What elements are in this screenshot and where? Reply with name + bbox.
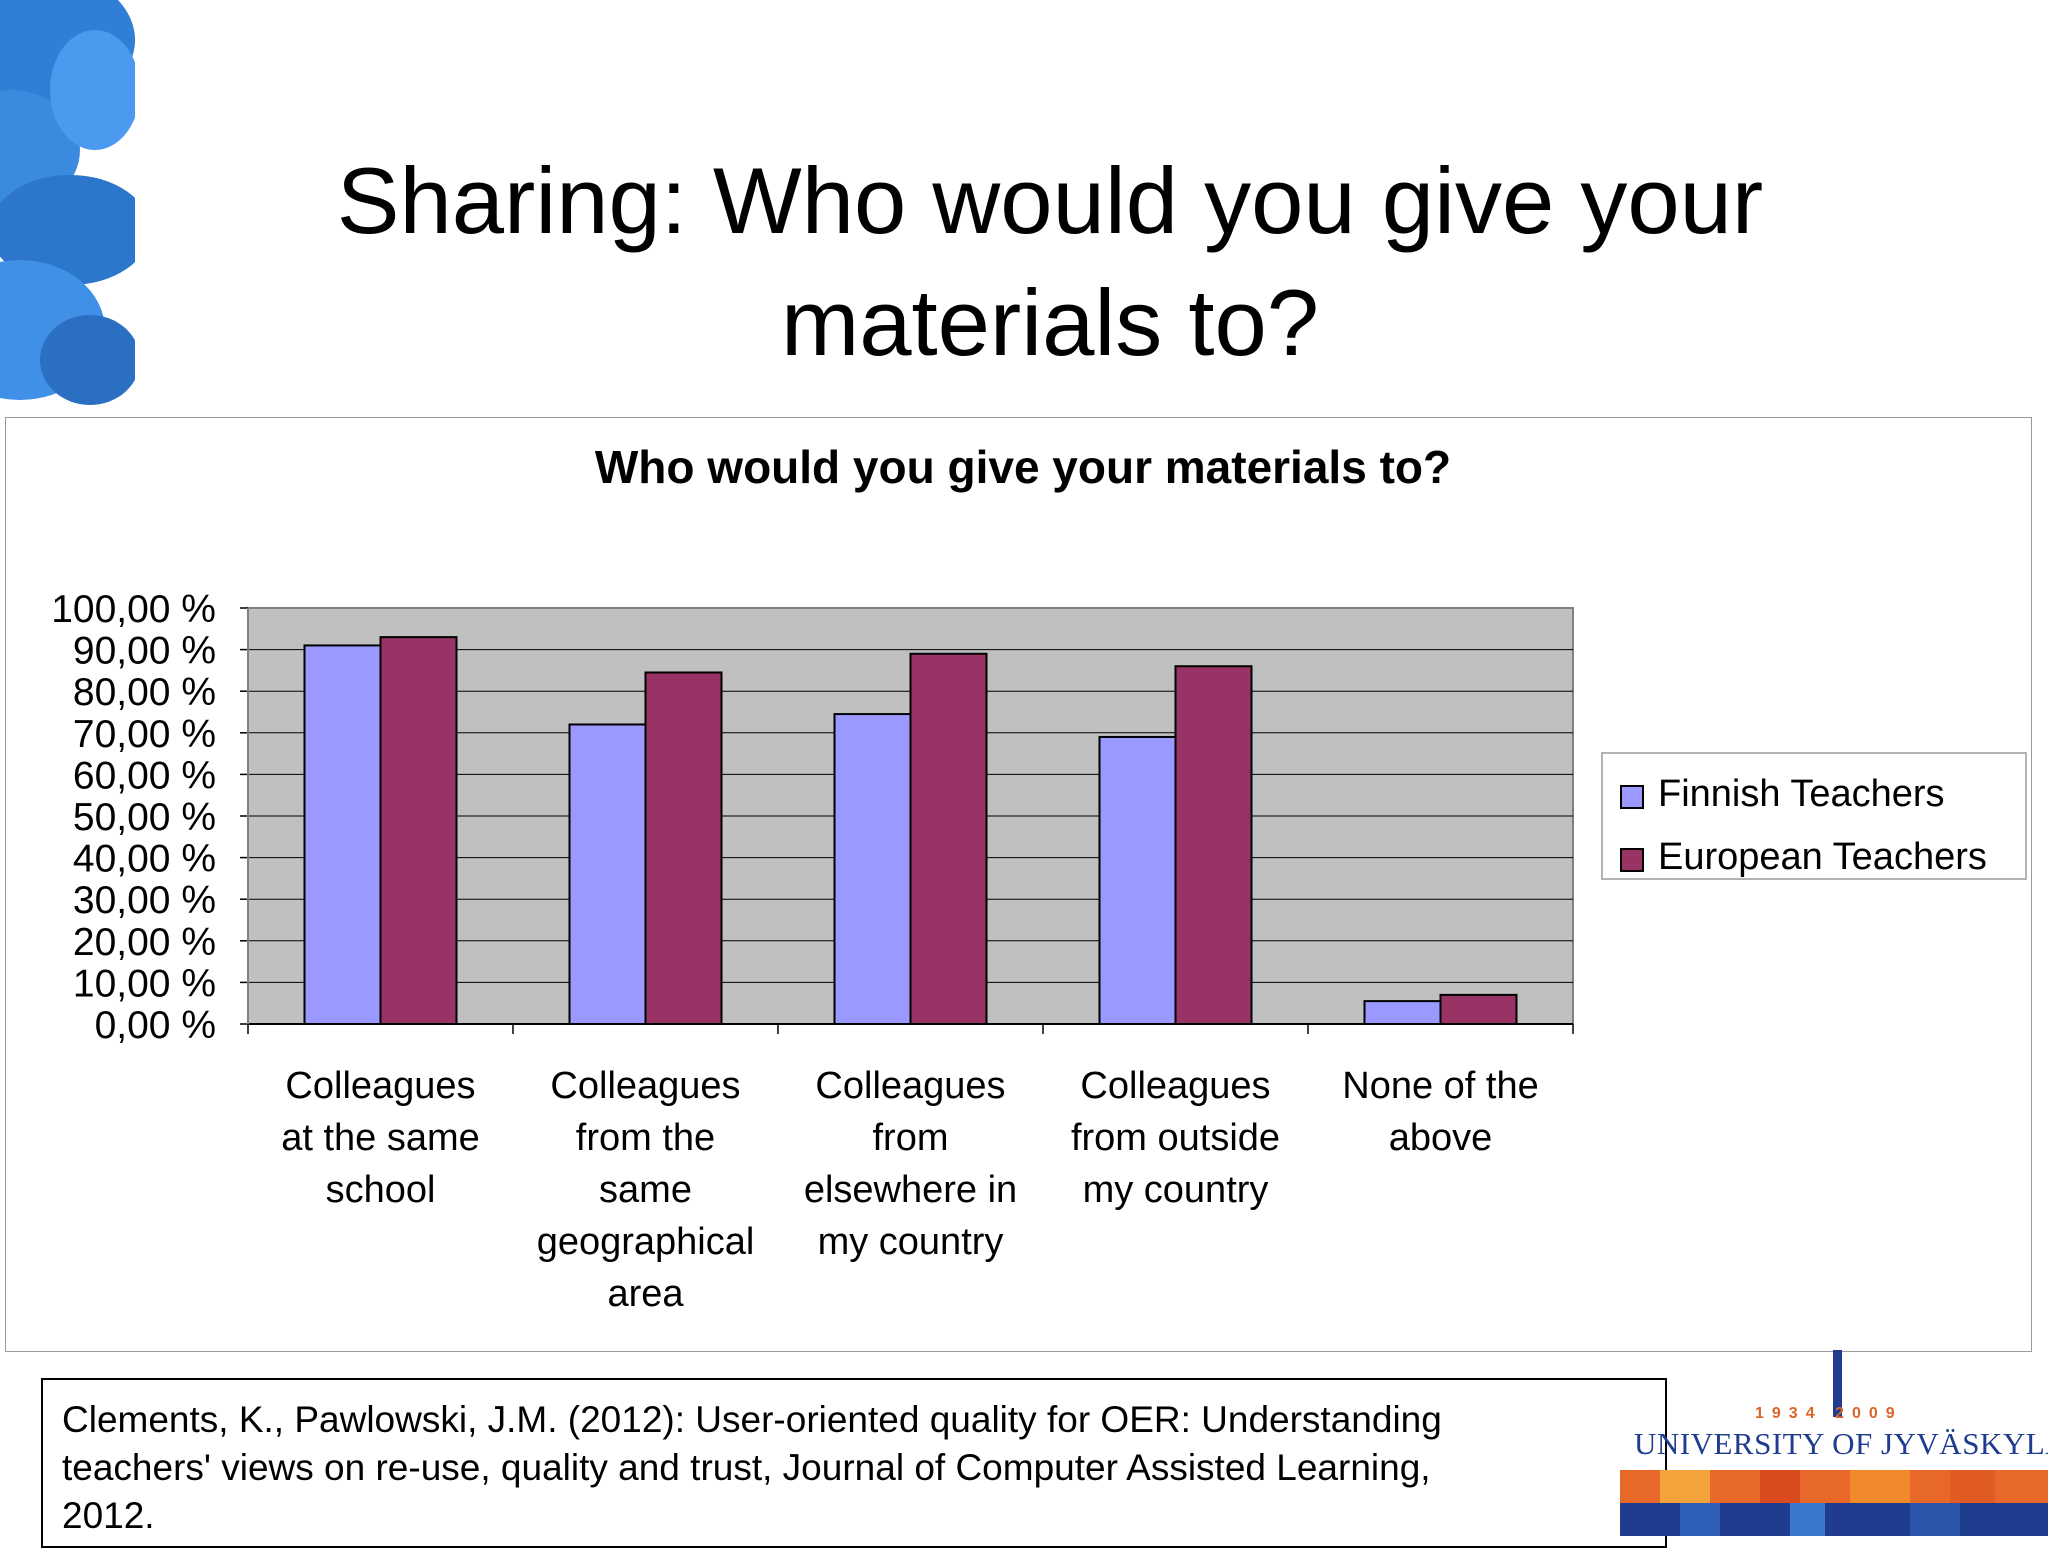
chart-title: Who would you give your materials to? xyxy=(595,441,1451,493)
bar-european xyxy=(1439,993,1518,1026)
x-category-label: Colleagues from outside my country xyxy=(1071,1065,1280,1211)
y-tick-label: 80,00 % xyxy=(73,671,216,714)
legend-swatch xyxy=(1620,785,1644,809)
bar-european xyxy=(379,636,458,1025)
y-tick-label: 70,00 % xyxy=(73,713,216,756)
x-category-label: None of the above xyxy=(1342,1065,1538,1159)
bar-finnish xyxy=(568,723,647,1025)
y-tick-label: 90,00 % xyxy=(73,630,216,673)
chart-frame: Who would you give your materials to? 0,0… xyxy=(5,417,2032,1352)
y-tick-label: 10,00 % xyxy=(73,962,216,1005)
bar-finnish xyxy=(303,644,382,1025)
university-logo: 1934 2009 UNIVERSITY OF JYVÄSKYLÄ xyxy=(1620,1350,2048,1536)
logo-name: UNIVERSITY OF JYVÄSKYLÄ xyxy=(1634,1426,2048,1461)
y-tick-label: 20,00 % xyxy=(73,921,216,964)
y-tick-label: 100,00 % xyxy=(51,588,216,631)
logo-bar xyxy=(1833,1350,1842,1417)
legend-label: Finnish Teachers xyxy=(1658,773,1945,815)
y-tick-label: 40,00 % xyxy=(73,838,216,881)
y-tick-label: 60,00 % xyxy=(73,754,216,797)
legend-swatch xyxy=(1620,848,1644,872)
citation-line: Clements, K., Pawlowski, J.M. (2012): Us… xyxy=(62,1399,1442,1440)
y-tick-label: 30,00 % xyxy=(73,879,216,922)
legend-label: European Teachers xyxy=(1658,836,1987,878)
bar-european xyxy=(909,652,988,1025)
bar-finnish xyxy=(1363,1000,1442,1025)
logo-stripe xyxy=(1620,1470,2048,1536)
x-category-label: Colleagues at the same school xyxy=(281,1065,480,1211)
bar-european xyxy=(1174,665,1253,1026)
y-tick-label: 50,00 % xyxy=(73,796,216,839)
bar-european xyxy=(644,671,723,1025)
bar-chart: Who would you give your materials to? 0,0… xyxy=(51,441,2027,1315)
x-category-label: Colleagues from elsewhere in my country xyxy=(804,1065,1017,1263)
bar-finnish xyxy=(833,713,912,1025)
logo-years: 1934 2009 xyxy=(1755,1405,1903,1422)
bar-finnish xyxy=(1098,735,1177,1025)
citation-line: teachers' views on re-use, quality and t… xyxy=(62,1447,1431,1488)
legend-box xyxy=(1601,752,2027,880)
x-category-label: Colleagues from the same geographical area xyxy=(537,1065,755,1315)
decorative-blue-shapes xyxy=(0,0,135,420)
citation-line: 2012. xyxy=(62,1495,155,1536)
citation-box: Clements, K., Pawlowski, J.M. (2012): Us… xyxy=(41,1378,1667,1548)
slide-title: Sharing: Who would you give your materia… xyxy=(336,148,1764,375)
y-tick-label: 0,00 % xyxy=(95,1004,216,1047)
